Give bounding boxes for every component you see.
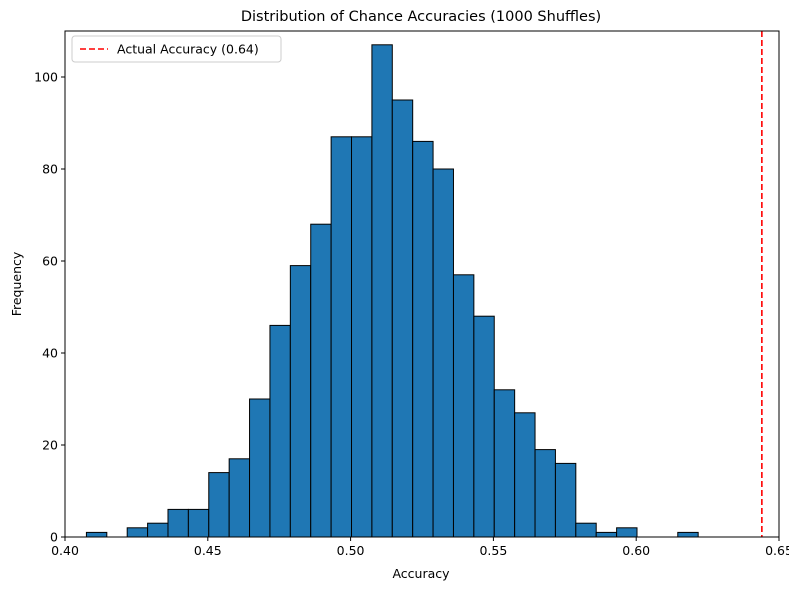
histogram-bar: [147, 522, 169, 538]
x-tick-label: 0.55: [479, 543, 507, 558]
x-tick-label: 0.45: [194, 543, 222, 558]
plot-frame: [64, 30, 780, 538]
y-axis-ticks: 0 20 40 60 80 100: [34, 70, 65, 545]
histogram-bar: [412, 140, 434, 538]
histogram-bar: [249, 398, 271, 538]
x-tick-label: 0.60: [622, 543, 650, 558]
histogram-bar: [289, 265, 312, 538]
legend: Actual Accuracy (0.64): [71, 35, 282, 63]
histogram-bar: [208, 472, 230, 538]
histogram-bar: [432, 168, 454, 538]
histogram-bar: [269, 324, 291, 538]
histogram-bar: [493, 389, 516, 538]
histogram-bar: [167, 508, 189, 538]
histogram-bar: [575, 522, 597, 538]
y-tick-label: 20: [42, 438, 58, 453]
histogram-bar: [351, 136, 373, 538]
histogram-bar: [473, 315, 495, 538]
histogram-bar: [514, 412, 536, 538]
histogram-bar: [554, 462, 577, 538]
x-tick-label: 0.65: [765, 543, 789, 558]
histogram-bar: [187, 508, 210, 538]
histogram-bar: [616, 527, 638, 538]
bars-group: [85, 44, 699, 538]
x-tick-label: 0.40: [51, 543, 79, 558]
legend-label: Actual Accuracy (0.64): [117, 42, 259, 57]
histogram-bar: [310, 223, 332, 538]
x-axis-label: Accuracy: [392, 566, 450, 581]
histogram-bar: [85, 531, 108, 538]
histogram-bar: [452, 274, 475, 538]
y-axis-label: Frequency: [9, 251, 24, 316]
histogram-bar: [677, 531, 699, 538]
legend-box: [71, 35, 282, 63]
histogram-bar: [595, 531, 618, 538]
y-tick-label: 80: [42, 162, 58, 177]
histogram-bar: [228, 458, 251, 538]
histogram-bar: [391, 99, 414, 538]
x-axis-ticks: 0.40 0.45 0.50 0.55 0.60 0.65: [51, 537, 789, 558]
y-tick-label: 0: [50, 530, 58, 545]
histogram-bar: [126, 527, 149, 538]
x-tick-label: 0.50: [337, 543, 365, 558]
y-tick-label: 100: [34, 70, 58, 85]
histogram-bar: [371, 44, 393, 538]
y-tick-label: 40: [42, 346, 58, 361]
histogram-bar: [330, 136, 353, 538]
chart-title: Distribution of Chance Accuracies (1000 …: [241, 9, 601, 25]
histogram-bar: [534, 449, 556, 538]
y-tick-label: 60: [42, 254, 58, 269]
